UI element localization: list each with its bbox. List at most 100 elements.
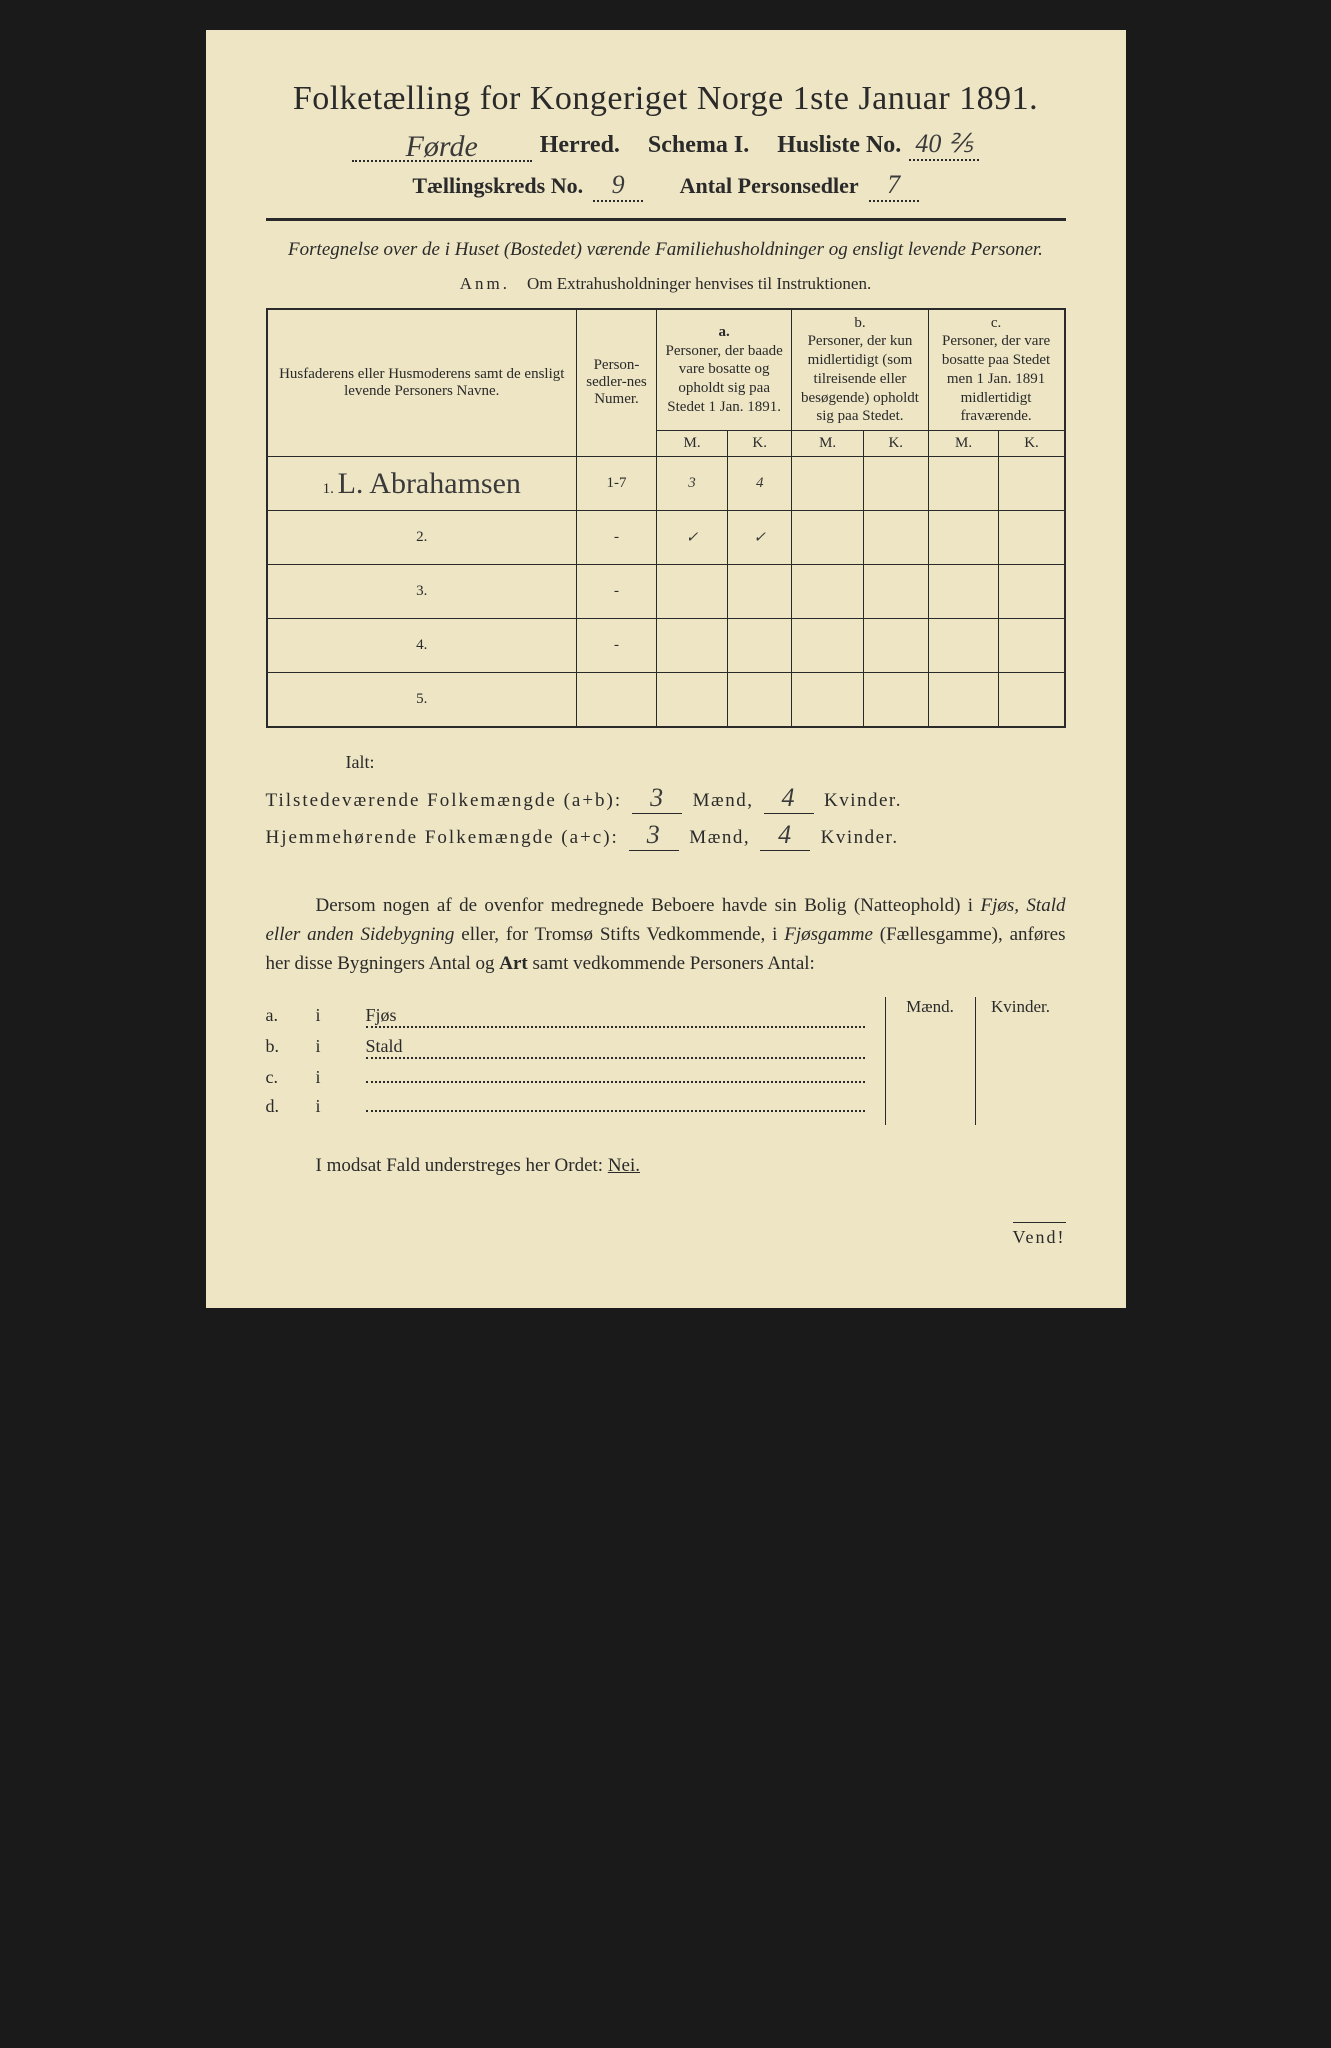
personsedler-label: Antal Personsedler: [680, 173, 859, 199]
row-ck-cell: [999, 511, 1065, 565]
totals-r1-m: 3: [632, 783, 682, 814]
totals-r2-m: 3: [629, 820, 679, 851]
row-bm-cell: [792, 565, 864, 619]
col-a-m: M.: [657, 431, 728, 457]
totals-row-2: Hjemmehørende Folkemængde (a+c): 3 Mænd,…: [266, 820, 1066, 851]
col-name-text: Husfaderens eller Husmoderens samt de en…: [279, 366, 564, 399]
row-cm-cell: [928, 511, 999, 565]
row-num-cell: -: [577, 511, 657, 565]
col-a-k: K.: [728, 431, 792, 457]
row-am-cell: [657, 619, 728, 673]
row-bk-cell: [863, 511, 928, 565]
row-name-cell: 4.: [267, 619, 577, 673]
main-table: Husfaderens eller Husmoderens samt de en…: [266, 308, 1066, 728]
side-maend-col: Mænd.: [886, 997, 976, 1125]
row-bk-cell: [863, 457, 928, 511]
side-letter: b.: [266, 1036, 286, 1057]
paragraph: Dersom nogen af de ovenfor medregnede Be…: [266, 891, 1066, 979]
side-label: Fjøs: [366, 1005, 865, 1028]
table-row: 5.: [267, 673, 1065, 727]
side-letter: c.: [266, 1067, 286, 1088]
nei-text: I modsat Fald understreges her Ordet:: [316, 1155, 604, 1176]
side-letter: a.: [266, 1005, 286, 1026]
col-a-header: a. Personer, der baade vare bosatte og o…: [657, 309, 792, 431]
schema-label: Schema I.: [648, 132, 749, 159]
herred-value: Førde: [406, 130, 478, 163]
row-num-cell: -: [577, 565, 657, 619]
side-i: i: [316, 1005, 336, 1026]
row-am-cell: ✓: [657, 511, 728, 565]
side-mk-table: Mænd. Kvinder.: [885, 997, 1066, 1125]
table-row: 2. - ✓ ✓: [267, 511, 1065, 565]
side-kvinder-col: Kvinder.: [976, 997, 1066, 1125]
side-i: i: [316, 1036, 336, 1057]
anm-text: Om Extrahusholdninger henvises til Instr…: [527, 274, 871, 293]
col-b-k: K.: [863, 431, 928, 457]
col-c-m: M.: [928, 431, 999, 457]
kvinder-label: Kvinder.: [824, 790, 902, 811]
row-name-cell: 1. L. Abrahamsen: [267, 457, 577, 511]
totals-row-1: Tilstedeværende Folkemængde (a+b): 3 Mæn…: [266, 783, 1066, 814]
nei-line: I modsat Fald understreges her Ordet: Ne…: [266, 1155, 1066, 1177]
col-c-tag: c.: [991, 315, 1001, 331]
side-row: a. i Fjøs: [266, 1005, 865, 1028]
row-ck-cell: [999, 565, 1065, 619]
maend-label: Mænd,: [693, 790, 754, 811]
totals-r1-label: Tilstedeværende Folkemængde (a+b):: [266, 790, 623, 811]
row-am-cell: [657, 673, 728, 727]
side-building-section: a. i Fjøs b. i Stald c. i d. i Mænd. Kvi…: [266, 997, 1066, 1125]
nei-word: Nei.: [608, 1155, 640, 1176]
row-num-cell: 1-7: [577, 457, 657, 511]
row-bm-cell: [792, 673, 864, 727]
kreds-line: Tællingskreds No. 9 Antal Personsedler 7: [266, 170, 1066, 202]
row-num-cell: [577, 673, 657, 727]
row-ck-cell: [999, 457, 1065, 511]
side-label: [366, 1110, 865, 1112]
table-row: 4. -: [267, 619, 1065, 673]
side-letter: d.: [266, 1096, 286, 1117]
col-num-header: Person-sedler-nes Numer.: [577, 309, 657, 457]
col-b-m: M.: [792, 431, 864, 457]
row-bk-cell: [863, 673, 928, 727]
col-b-tag: b.: [854, 315, 865, 331]
main-title: Folketælling for Kongeriget Norge 1ste J…: [266, 80, 1066, 118]
row-bm-cell: [792, 511, 864, 565]
row-bk-cell: [863, 619, 928, 673]
row-cm-cell: [928, 457, 999, 511]
herred-line: Førde Herred. Schema I. Husliste No. 40 …: [266, 126, 1066, 162]
side-row: d. i: [266, 1096, 865, 1117]
side-i: i: [316, 1067, 336, 1088]
personsedler-value: 7: [887, 170, 900, 199]
ialt-label: Ialt:: [346, 752, 1066, 773]
side-list: a. i Fjøs b. i Stald c. i d. i: [266, 997, 865, 1125]
side-row: c. i: [266, 1067, 865, 1088]
row-bm-cell: [792, 457, 864, 511]
row-cm-cell: [928, 565, 999, 619]
anm-label: Anm.: [460, 274, 510, 293]
totals-r2-label: Hjemmehørende Folkemængde (a+c):: [266, 827, 619, 848]
col-a-text: Personer, der baade vare bosatte og opho…: [666, 343, 783, 415]
totals-r1-k: 4: [764, 783, 814, 814]
row-ak-cell: 4: [728, 457, 792, 511]
kreds-label: Tællingskreds No.: [412, 173, 583, 199]
col-c-k: K.: [999, 431, 1065, 457]
row-name-cell: 5.: [267, 673, 577, 727]
side-i: i: [316, 1096, 336, 1117]
row-ak-cell: [728, 619, 792, 673]
row-ck-cell: [999, 673, 1065, 727]
row-cm-cell: [928, 673, 999, 727]
husliste-value: 40 ⅖: [915, 129, 973, 158]
row-name-cell: 2.: [267, 511, 577, 565]
vend-label: Vend!: [266, 1227, 1066, 1248]
row-bm-cell: [792, 619, 864, 673]
row-name-cell: 3.: [267, 565, 577, 619]
side-row: b. i Stald: [266, 1036, 865, 1059]
col-name-header: Husfaderens eller Husmoderens samt de en…: [267, 309, 577, 457]
col-c-header: c. Personer, der vare bosatte paa Stedet…: [928, 309, 1064, 431]
col-b-header: b. Personer, der kun midlertidigt (som t…: [792, 309, 928, 431]
side-label: [366, 1081, 865, 1083]
table-row: 1. L. Abrahamsen 1-7 3 4: [267, 457, 1065, 511]
kvinder-label-2: Kvinder.: [821, 827, 899, 848]
col-b-text: Personer, der kun midlertidigt (som tilr…: [801, 333, 919, 424]
totals-r2-k: 4: [760, 820, 810, 851]
